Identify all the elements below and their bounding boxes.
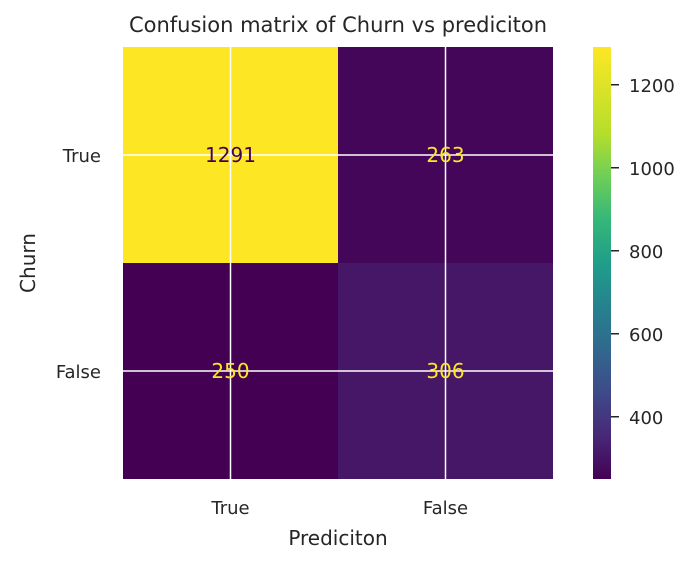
grid-lines [123, 47, 553, 479]
x-tick-label: True [210, 498, 249, 519]
cell-value-label: 263 [426, 143, 464, 167]
cell-value-label: 1291 [205, 143, 256, 167]
colorbar-tick-label: 400 [629, 408, 663, 429]
y-axis-label: Churn [16, 233, 40, 293]
cell-value-label: 306 [426, 359, 464, 383]
x-axis-ticks: True False [210, 498, 468, 519]
y-tick-label: False [56, 362, 101, 383]
colorbar-tick-label: 1000 [629, 159, 675, 180]
colorbar-tick-label: 800 [629, 242, 663, 263]
colorbar-tick-label: 1200 [629, 76, 675, 97]
heatmap-cells [123, 47, 553, 479]
x-axis-label: Prediciton [288, 526, 387, 550]
y-axis-ticks: True False [56, 146, 101, 383]
x-tick-label: False [423, 498, 468, 519]
colorbar [593, 47, 611, 479]
y-tick-label: True [62, 146, 101, 167]
colorbar-ticks: 400 600 800 1000 1200 [611, 76, 675, 429]
chart-title: Confusion matrix of Churn vs prediciton [129, 13, 547, 37]
colorbar-tick-label: 600 [629, 325, 663, 346]
cell-value-labels: 1291 263 250 306 [205, 143, 465, 383]
cell-value-label: 250 [211, 359, 249, 383]
